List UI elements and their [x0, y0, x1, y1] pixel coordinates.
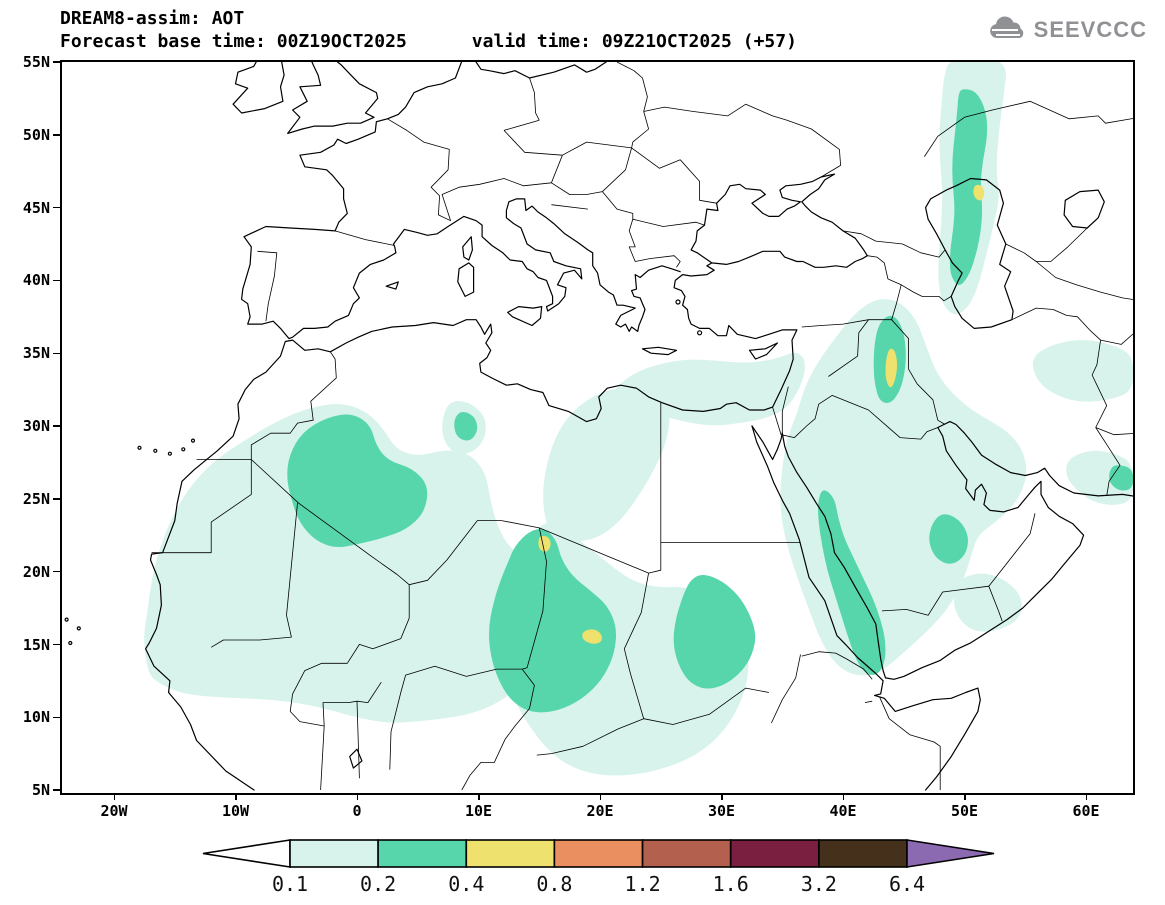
figure-subtitle: Forecast base time: 00Z19OCT2025 valid t…	[60, 31, 797, 52]
colorbar-arrow-below	[202, 839, 291, 868]
x-tick-label-0: 0	[352, 802, 362, 820]
colorbar-band-0.8-1.2	[553, 839, 644, 868]
map-svg	[64, 62, 1133, 791]
y-tick-45N	[53, 206, 60, 209]
colorbar-label-1.2: 1.2	[625, 872, 661, 896]
aot-region-caspian-core	[949, 89, 988, 285]
y-tick-25N	[53, 498, 60, 500]
colorbar-label-1.6: 1.6	[713, 872, 749, 896]
y-tick-label-45N: 45N	[22, 198, 50, 217]
aot-region-mali-south-algeria	[287, 414, 428, 548]
colorbar-label-0.1: 0.1	[272, 872, 308, 896]
y-tick-label-55N: 55N	[22, 53, 50, 71]
coastlines	[64, 62, 1133, 791]
colorbar-band-0.2-0.4	[377, 839, 468, 868]
aot-region-se-iran-spot	[1109, 465, 1133, 491]
aot-region-east-mediterranean	[615, 352, 805, 426]
y-tick-5N	[53, 789, 60, 791]
aot-region-tunisia-spot	[454, 411, 478, 441]
colorbar-band-3.2-6.4	[818, 839, 908, 868]
x-tick-label-10E: 10E	[464, 802, 493, 820]
y-tick-label-5N: 5N	[31, 781, 50, 800]
aot-region-west-sudan	[673, 574, 756, 689]
colorbar-band-0.4-0.8	[465, 839, 556, 868]
colorbar-band-0.1-0.2	[289, 839, 379, 868]
y-tick-label-35N: 35N	[22, 344, 50, 363]
aot-region-caspian-max	[973, 184, 985, 201]
aot-region-se-iran-coast	[1066, 450, 1133, 505]
aot-region-iran-band	[1032, 340, 1133, 402]
seevccc-logo: SEEVCCC	[986, 16, 1147, 44]
colorbar: 0.1 0.2 0.4 0.8 1.2 1.6 3.2 6.4	[202, 839, 995, 896]
cloud-icon	[989, 16, 1023, 38]
aot-region-north-chad-max	[538, 535, 551, 552]
aot-region-inner-arabia	[929, 514, 968, 564]
colorbar-label-0.4: 0.4	[448, 872, 484, 896]
colorbar-label-3.2: 3.2	[801, 872, 837, 896]
y-tick-30N	[53, 425, 60, 427]
y-tick-40N	[53, 279, 60, 282]
aot-region-red-sea-coast	[817, 490, 886, 675]
x-tick-label-30E: 30E	[707, 802, 736, 820]
colorbar-label-0.2: 0.2	[360, 872, 396, 896]
colorbar-arrow-above	[906, 839, 995, 868]
x-tick-label-50E: 50E	[950, 802, 979, 820]
y-tick-55N	[53, 61, 60, 63]
y-tick-label-20N: 20N	[22, 562, 50, 581]
aot-region-west-africa-sahara	[144, 404, 558, 723]
y-tick-label-25N: 25N	[22, 489, 50, 508]
x-tick-label-10W: 10W	[221, 802, 250, 820]
country-borders	[151, 62, 1133, 791]
y-tick-label-15N: 15N	[22, 635, 50, 654]
x-tick-label-60E: 60E	[1072, 802, 1100, 820]
figure-title: DREAM8-assim: AOT	[60, 8, 245, 29]
colorbar-label-6.4: 6.4	[889, 872, 925, 896]
aot-region-libya-band	[543, 387, 670, 542]
y-tick-label-50N: 50N	[22, 125, 50, 144]
colorbar-label-0.8: 0.8	[536, 872, 572, 896]
y-tick-50N	[53, 134, 60, 136]
aot-region-chad	[489, 529, 617, 713]
colorbar-band-1.6-3.2	[729, 839, 820, 868]
colorbar-band-1.2-1.6	[641, 839, 732, 868]
x-tick-label-20E: 20E	[586, 802, 614, 820]
y-tick-label-30N: 30N	[22, 417, 50, 435]
x-tick-label-20W: 20W	[100, 802, 128, 820]
map-frame	[60, 60, 1135, 795]
aot-fill-layer	[144, 62, 1133, 776]
y-tick-label-10N: 10N	[22, 708, 50, 727]
y-tick-20N	[53, 570, 60, 573]
y-tick-35N	[53, 352, 60, 354]
y-tick-label-40N: 40N	[22, 271, 50, 290]
logo-text: SEEVCCC	[1033, 17, 1147, 42]
y-tick-15N	[53, 643, 60, 646]
aot-region-oman-lobe	[953, 573, 1022, 632]
aot-region-east-chad-max	[582, 629, 602, 644]
aot-region-iraq-max	[885, 348, 898, 388]
y-tick-10N	[53, 716, 60, 718]
x-tick-label-40E: 40E	[829, 802, 857, 820]
